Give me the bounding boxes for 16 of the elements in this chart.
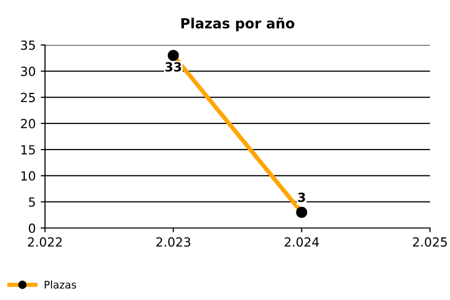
y-tick-label: 25 xyxy=(20,92,35,102)
data-label: 33 xyxy=(165,62,182,72)
y-tick-label: 35 xyxy=(21,40,35,50)
y-tick-label: 20 xyxy=(20,118,36,128)
y-tick-label: 30 xyxy=(21,66,36,76)
legend-label: Plazas xyxy=(44,280,76,289)
x-tick-label: 2.023 xyxy=(156,237,190,247)
y-tick-label: 0 xyxy=(28,223,36,233)
y-tick-label: 10 xyxy=(21,171,36,181)
data-label: 3 xyxy=(298,192,306,202)
x-tick-label: 2.025 xyxy=(413,237,447,247)
x-tick-label: 2.024 xyxy=(284,237,319,247)
y-tick-label: 15 xyxy=(21,145,35,154)
y-tick-label: 5 xyxy=(28,197,35,207)
x-tick-label: 2.022 xyxy=(28,237,62,247)
chart-title: Plazas por año xyxy=(181,18,294,32)
